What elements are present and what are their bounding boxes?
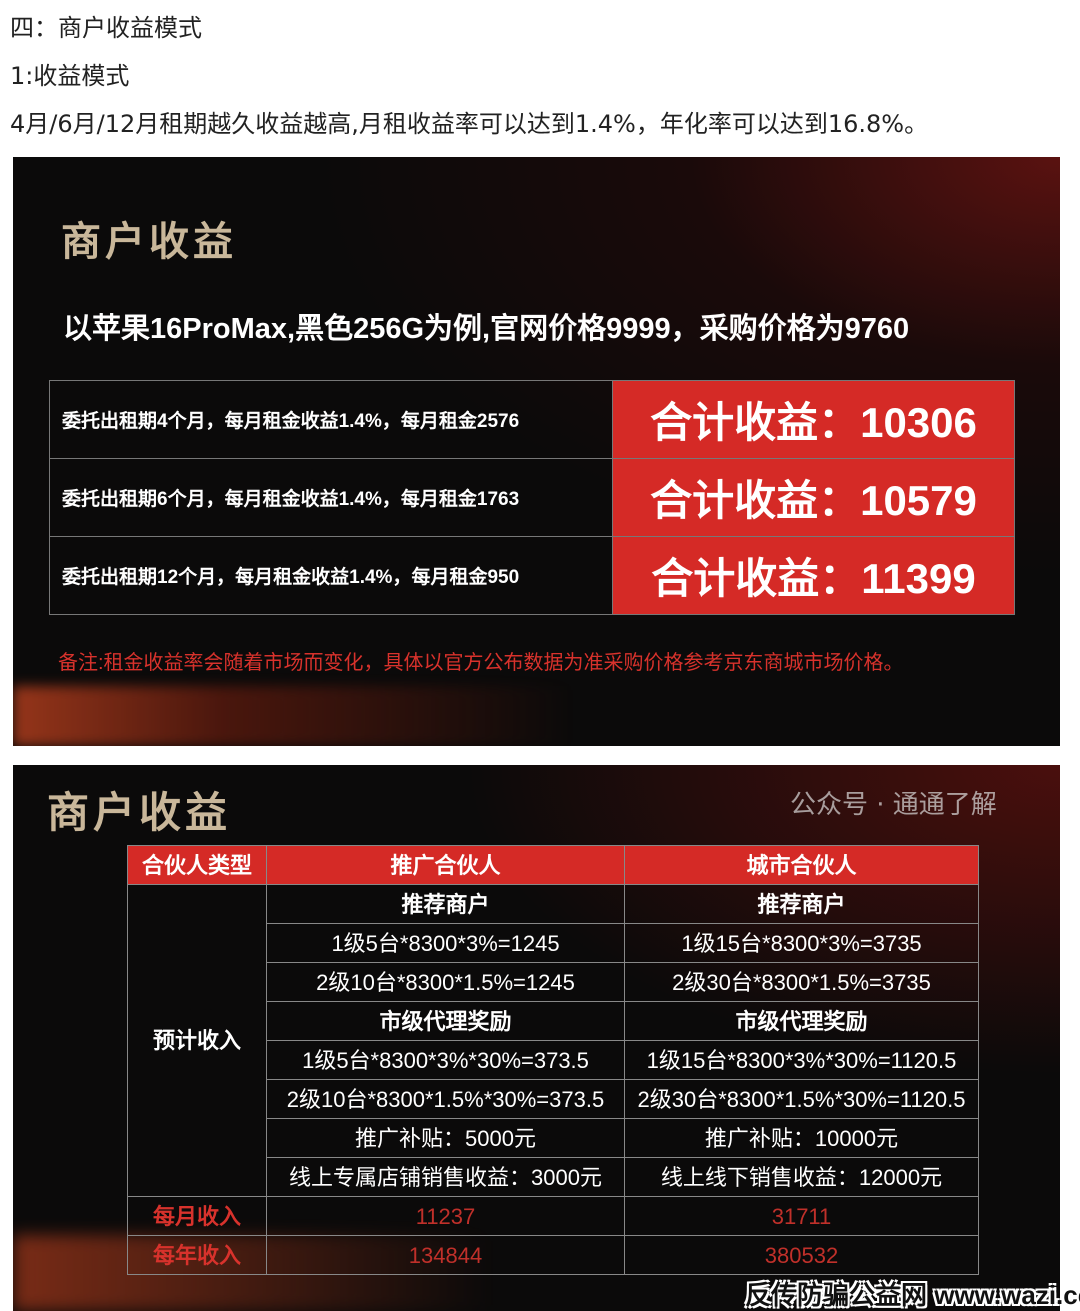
table-cell: 134844 [266, 1235, 625, 1275]
table-cell: 线上专属店铺销售收益：3000元 [266, 1157, 625, 1197]
section-heading: 四：商户收益模式 [10, 14, 202, 42]
slide-subtitle: 以苹果16ProMax,黑色256G为例,官网价格9999，采购价格为9760 [63, 313, 910, 345]
slide-title: 商户收益 [61, 218, 237, 265]
total-income: 合计收益：10306 [612, 380, 1015, 459]
sub-heading: 1:收益模式 [10, 62, 130, 90]
merchant-income-slide-1: 商户收益 以苹果16ProMax,黑色256G为例,官网价格9999，采购价格为… [13, 157, 1060, 746]
slide-title: 商户收益 [47, 788, 232, 837]
table-cell: 31711 [624, 1196, 979, 1236]
table-cell: 2级10台*8300*1.5%*30%=373.5 [266, 1079, 625, 1119]
table-cell: 1级5台*8300*3%=1245 [266, 923, 625, 963]
table-cell: 1级5台*8300*3%*30%=373.5 [266, 1040, 625, 1080]
table-cell: 2级10台*8300*1.5%=1245 [266, 962, 625, 1002]
rental-term-desc: 委托出租期12个月，每月租金收益1.4%，每月租金950 [49, 536, 613, 615]
row-label: 预计收入 [127, 884, 267, 1197]
table-cell: 线上线下销售收益：12000元 [624, 1157, 979, 1197]
table-cell: 推荐商户 [266, 884, 625, 924]
table-cell: 1级15台*8300*3%*30%=1120.5 [624, 1040, 979, 1080]
table-row: 委托出租期4个月，每月租金收益1.4%，每月租金2576 合计收益：10306 [49, 380, 1015, 459]
total-income: 合计收益：10579 [612, 458, 1015, 537]
partner-income-table: 合伙人类型 推广合伙人 城市合伙人 预计收入 推荐商户 推荐商户 1级5台*8300… [127, 845, 979, 1275]
rental-income-table: 委托出租期4个月，每月租金收益1.4%，每月租金2576 合计收益：10306 委… [49, 380, 1015, 615]
header-row: 合伙人类型 推广合伙人 城市合伙人 [127, 845, 979, 885]
table-row: 线上专属店铺销售收益：3000元 线上线下销售收益：12000元 [128, 1157, 979, 1197]
table-cell: 380532 [624, 1235, 979, 1275]
monthly-income-row: 每月收入 11237 31711 [127, 1196, 979, 1236]
table-cell: 11237 [266, 1196, 625, 1236]
intro-text: 4月/6月/12月租期越久收益越高,月租收益率可以达到1.4%，年化率可以达到1… [10, 110, 929, 138]
table-cell: 推广补贴：5000元 [266, 1118, 625, 1158]
merchant-income-slide-2: 商户收益 合伙人类型 推广合伙人 城市合伙人 预计收入 推荐商户 推荐商户 1级5台… [13, 765, 1060, 1311]
header-cell: 合伙人类型 [127, 845, 267, 885]
wechat-account-watermark: 公众号 · 通通了解 [790, 790, 997, 820]
table-row: 推广补贴：5000元 推广补贴：10000元 [128, 1118, 979, 1158]
rental-term-desc: 委托出租期4个月，每月租金收益1.4%，每月租金2576 [49, 380, 613, 459]
total-income: 合计收益：11399 [612, 536, 1015, 615]
row-label: 每年收入 [127, 1235, 267, 1275]
site-watermark: 反传防骗公益网 www.wazi.cc [745, 1280, 1080, 1310]
rental-term-desc: 委托出租期6个月，每月租金收益1.4%，每月租金1763 [49, 458, 613, 537]
footnote: 备注:租金收益率会随着市场而变化，具体以官方公布数据为准采购价格参考京东商城市场… [58, 652, 904, 674]
table-cell: 推广补贴：10000元 [624, 1118, 979, 1158]
header-cell: 城市合伙人 [624, 845, 979, 885]
table-cell: 1级15台*8300*3%=3735 [624, 923, 979, 963]
header-cell: 推广合伙人 [266, 845, 625, 885]
table-row: 1级5台*8300*3%=1245 1级15台*8300*3%=3735 [128, 923, 979, 963]
table-cell: 推荐商户 [624, 884, 979, 924]
yearly-income-row: 每年收入 134844 380532 [127, 1235, 979, 1275]
table-cell: 市级代理奖励 [624, 1001, 979, 1041]
table-row: 委托出租期12个月，每月租金收益1.4%，每月租金950 合计收益：11399 [49, 536, 1015, 615]
table-cell: 2级30台*8300*1.5%*30%=1120.5 [624, 1079, 979, 1119]
row-label: 每月收入 [127, 1196, 267, 1236]
table-cell: 市级代理奖励 [266, 1001, 625, 1041]
table-row: 预计收入 推荐商户 推荐商户 [127, 884, 979, 1197]
table-cell: 2级30台*8300*1.5%=3735 [624, 962, 979, 1002]
table-row: 委托出租期6个月，每月租金收益1.4%，每月租金1763 合计收益：10579 [49, 458, 1015, 537]
table-row: 2级10台*8300*1.5%*30%=373.5 2级30台*8300*1.5%… [128, 1079, 979, 1119]
